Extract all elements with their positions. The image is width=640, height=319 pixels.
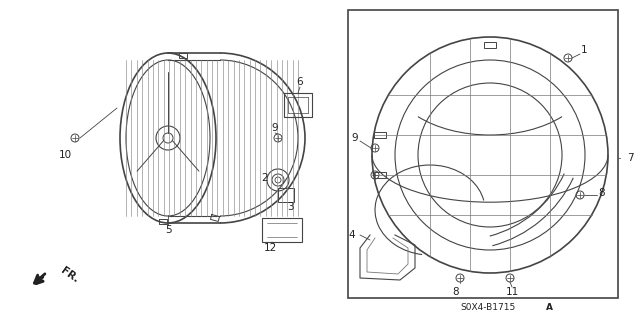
Text: 12: 12 <box>264 243 276 253</box>
Text: A: A <box>545 303 552 313</box>
Text: 5: 5 <box>164 225 172 235</box>
Text: 7: 7 <box>627 153 634 163</box>
Text: 11: 11 <box>506 287 518 297</box>
Text: 8: 8 <box>598 188 605 198</box>
Bar <box>262 218 302 242</box>
Bar <box>374 172 386 178</box>
Bar <box>484 42 496 48</box>
Text: 10: 10 <box>58 150 72 160</box>
Bar <box>278 188 294 202</box>
Text: 2: 2 <box>262 173 268 183</box>
Text: 4: 4 <box>349 230 355 240</box>
Text: FR.: FR. <box>59 265 81 284</box>
Text: 1: 1 <box>580 45 588 55</box>
Text: 3: 3 <box>287 202 293 212</box>
Text: S0X4-B1715: S0X4-B1715 <box>460 303 516 313</box>
Bar <box>348 10 618 298</box>
Text: 8: 8 <box>452 287 460 297</box>
Text: 6: 6 <box>297 77 303 87</box>
Text: 9: 9 <box>272 123 278 133</box>
Bar <box>374 132 386 138</box>
Text: 9: 9 <box>352 133 358 143</box>
